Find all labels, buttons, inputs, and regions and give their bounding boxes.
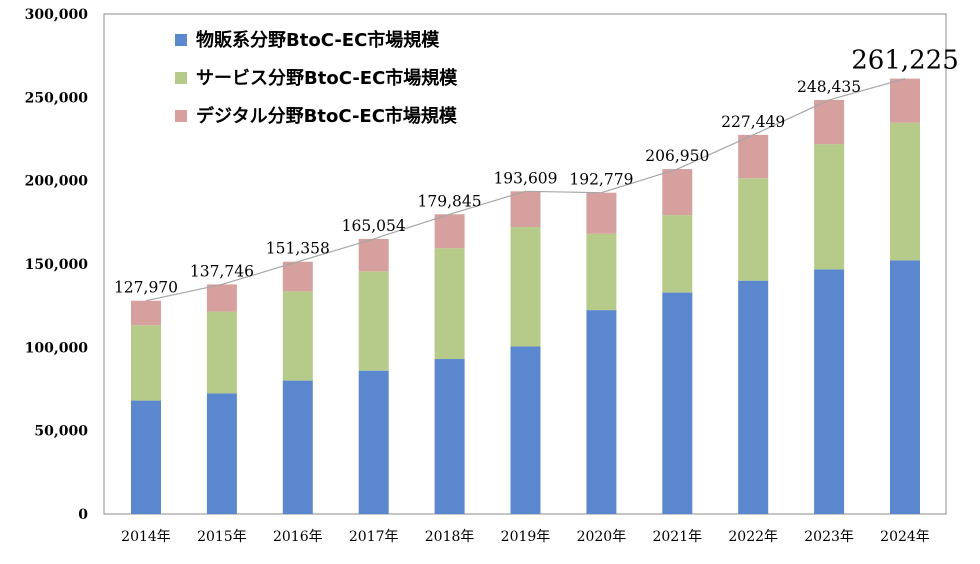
y-tick-label: 300,000 xyxy=(25,7,89,23)
total-value-label: 193,609 xyxy=(493,169,557,187)
bar-segment-series-3 xyxy=(814,99,845,145)
x-tick-label: 2024年 xyxy=(880,529,930,545)
bar-segment-series-1 xyxy=(890,260,920,514)
legend-swatch xyxy=(175,110,187,122)
total-value-label: 179,845 xyxy=(418,192,482,210)
legend-label: 物販系分野BtoC-EC市場規模 xyxy=(196,29,440,51)
bar-segment-series-2 xyxy=(738,178,769,281)
y-axis-tick-labels: 0 50,000 100,000 150,000 200,000 250,000 300,0… xyxy=(25,7,89,523)
total-value-label: 248,435 xyxy=(797,78,861,96)
bar-segment-series-2 xyxy=(358,271,389,371)
legend-label: サービス分野BtoC-EC市場規模 xyxy=(196,67,458,89)
x-tick-label: 2022年 xyxy=(728,529,778,545)
bars-group xyxy=(131,78,920,514)
bar-segment-series-3 xyxy=(510,191,541,228)
bar-segment-series-1 xyxy=(358,370,389,514)
bar-segment-series-1 xyxy=(131,400,161,514)
x-tick-label: 2019年 xyxy=(501,529,551,545)
bar-segment-series-3 xyxy=(358,238,389,272)
bar-segment-series-3 xyxy=(890,78,920,123)
bar-segment-series-1 xyxy=(586,310,617,514)
legend-swatch xyxy=(175,72,187,84)
bar-segment-series-1 xyxy=(206,393,237,514)
bar-segment-series-3 xyxy=(282,261,313,292)
x-tick-label: 2014年 xyxy=(121,529,171,545)
bar-segment-series-2 xyxy=(510,227,541,347)
bar-segment-series-2 xyxy=(890,122,920,261)
bar-segment-series-3 xyxy=(131,300,161,326)
x-tick-label: 2018年 xyxy=(425,529,475,545)
bar-segment-series-1 xyxy=(662,292,693,514)
x-tick-label: 2023年 xyxy=(804,529,854,545)
x-axis-tick-labels: 2014年 2015年 2016年 2017年 2018年 2019年 2020年 2021年… xyxy=(121,529,930,545)
bar-segment-series-3 xyxy=(434,214,465,249)
y-tick-label: 200,000 xyxy=(25,174,89,190)
x-tick-label: 2017年 xyxy=(349,529,399,545)
total-value-label: 127,970 xyxy=(114,279,178,297)
legend-swatch xyxy=(175,34,187,46)
total-value-label: 206,950 xyxy=(645,147,709,165)
total-value-label: 137,746 xyxy=(190,262,254,280)
x-tick-label: 2020年 xyxy=(577,529,627,545)
bar-segment-series-2 xyxy=(282,291,313,381)
total-trend-line xyxy=(145,78,906,302)
bar-segment-series-2 xyxy=(662,215,693,293)
bar-segment-series-1 xyxy=(814,269,845,514)
bar-segment-series-2 xyxy=(434,248,465,360)
x-tick-label: 2016年 xyxy=(273,529,323,545)
y-tick-label: 50,000 xyxy=(34,424,88,440)
bar-segment-series-3 xyxy=(662,169,693,216)
total-labels-group: 127,970 137,746 151,358 165,054 179,845 193,6… xyxy=(114,46,959,297)
legend-label: デジタル分野BtoC-EC市場規模 xyxy=(196,105,458,127)
total-value-label: 165,054 xyxy=(342,217,406,235)
bar-segment-series-2 xyxy=(586,233,617,311)
x-tick-label: 2021年 xyxy=(652,529,702,545)
bar-segment-series-1 xyxy=(282,380,313,514)
total-value-label: 227,449 xyxy=(721,113,785,131)
bar-segment-series-3 xyxy=(206,284,237,312)
x-tick-label: 2015年 xyxy=(197,529,247,545)
y-tick-label: 100,000 xyxy=(25,340,89,356)
bar-segment-series-2 xyxy=(131,325,161,401)
legend: 物販系分野BtoC-EC市場規模サービス分野BtoC-EC市場規模デジタル分野B… xyxy=(175,29,458,127)
bar-segment-series-3 xyxy=(586,192,617,234)
total-value-label: 261,225 xyxy=(851,46,959,76)
y-tick-label: 0 xyxy=(78,507,88,523)
bar-segment-series-3 xyxy=(738,134,769,179)
bar-segment-series-1 xyxy=(738,280,769,514)
bar-segment-series-1 xyxy=(510,346,541,514)
y-tick-label: 250,000 xyxy=(25,90,89,106)
y-tick-label: 150,000 xyxy=(25,257,89,273)
total-value-label: 151,358 xyxy=(266,240,330,258)
bar-segment-series-2 xyxy=(206,311,237,394)
bar-segment-series-2 xyxy=(814,144,845,270)
bar-segment-series-1 xyxy=(434,359,465,514)
total-value-label: 192,779 xyxy=(569,171,633,189)
